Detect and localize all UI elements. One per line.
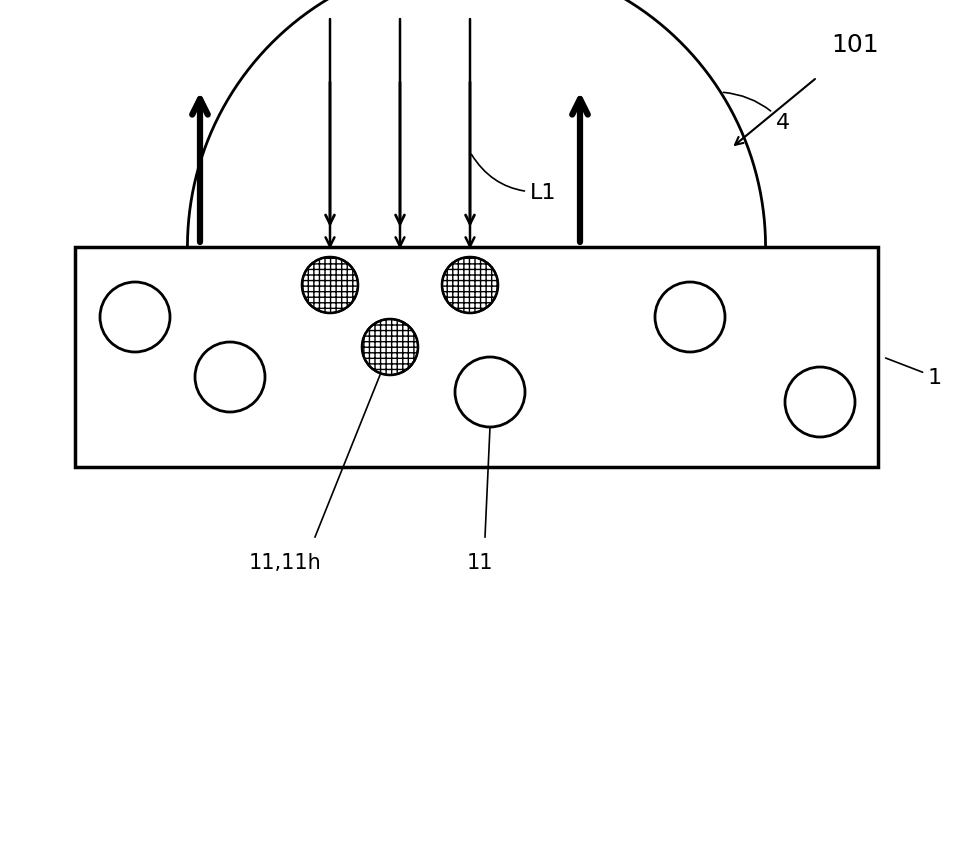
Circle shape: [455, 358, 525, 428]
Circle shape: [302, 257, 358, 314]
Bar: [75, 248, 878, 468]
Circle shape: [785, 367, 855, 437]
Circle shape: [100, 283, 170, 353]
Circle shape: [195, 343, 265, 412]
Text: L1: L1: [472, 155, 557, 203]
Text: 101: 101: [831, 33, 879, 57]
Circle shape: [442, 257, 498, 314]
Text: 4: 4: [723, 93, 790, 133]
Text: 1: 1: [885, 359, 943, 388]
Circle shape: [655, 283, 725, 353]
Circle shape: [362, 320, 418, 376]
Text: 11,11h: 11,11h: [248, 552, 322, 573]
Text: 11: 11: [467, 552, 493, 573]
